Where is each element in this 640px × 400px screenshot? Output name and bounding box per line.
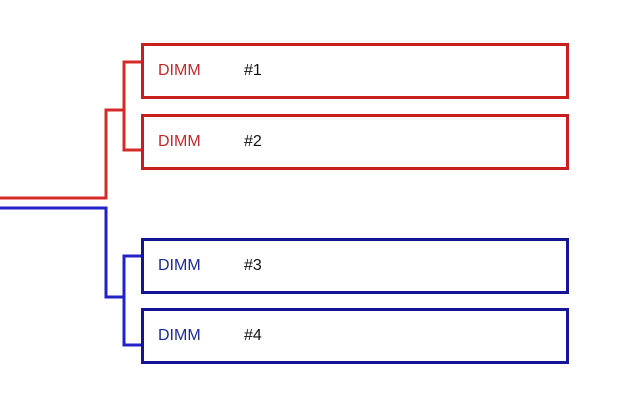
dimm-label: DIMM <box>158 257 201 274</box>
dimm-slot-3: DIMM #3 <box>141 238 569 294</box>
dimm-number: #3 <box>244 257 262 274</box>
red-channel-line <box>0 108 124 200</box>
dimm-label: DIMM <box>158 62 201 79</box>
dimm-number: #1 <box>244 62 262 79</box>
dimm-number: #2 <box>244 133 262 150</box>
blue-channel-line <box>0 206 124 299</box>
blue-branch-line <box>122 254 141 347</box>
dimm-slot-1: DIMM #1 <box>141 43 569 99</box>
dimm-label: DIMM <box>158 327 201 344</box>
dimm-slot-4: DIMM #4 <box>141 308 569 364</box>
dimm-slot-2: DIMM #2 <box>141 114 569 170</box>
dimm-label: DIMM <box>158 133 201 150</box>
red-branch-line <box>122 60 141 152</box>
dimm-number: #4 <box>244 327 262 344</box>
